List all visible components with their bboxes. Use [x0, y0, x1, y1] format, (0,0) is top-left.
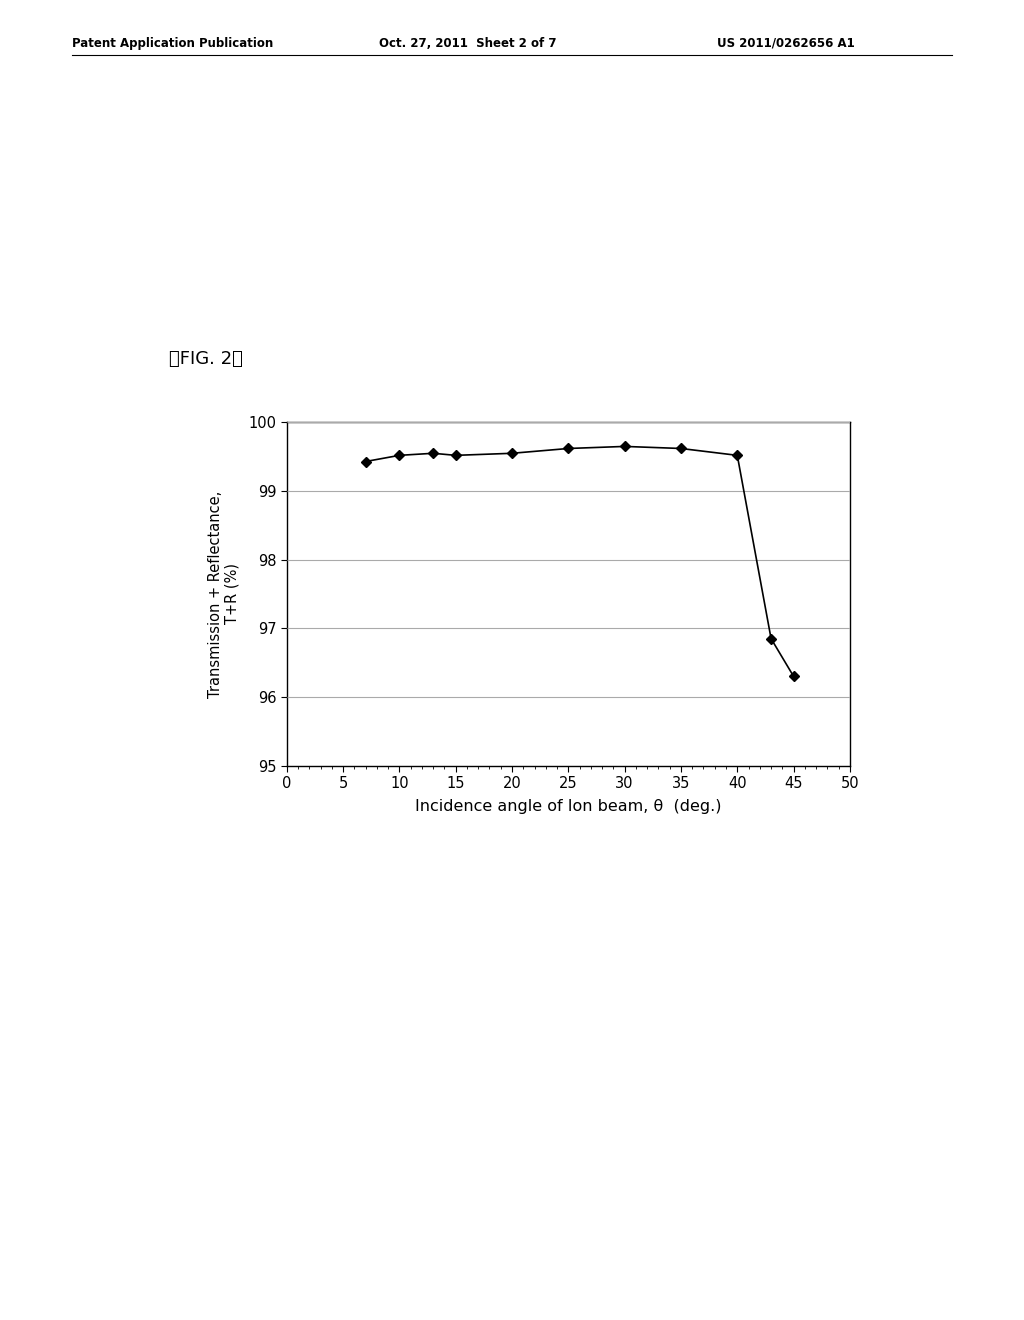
Text: Oct. 27, 2011  Sheet 2 of 7: Oct. 27, 2011 Sheet 2 of 7: [379, 37, 556, 50]
Text: Patent Application Publication: Patent Application Publication: [72, 37, 273, 50]
Text: US 2011/0262656 A1: US 2011/0262656 A1: [717, 37, 855, 50]
Y-axis label: Transmission + Reflectance,
T+R (%): Transmission + Reflectance, T+R (%): [208, 490, 240, 698]
X-axis label: Incidence angle of Ion beam, θ  (deg.): Incidence angle of Ion beam, θ (deg.): [415, 800, 722, 814]
Text: 【FIG. 2】: 【FIG. 2】: [169, 350, 243, 368]
